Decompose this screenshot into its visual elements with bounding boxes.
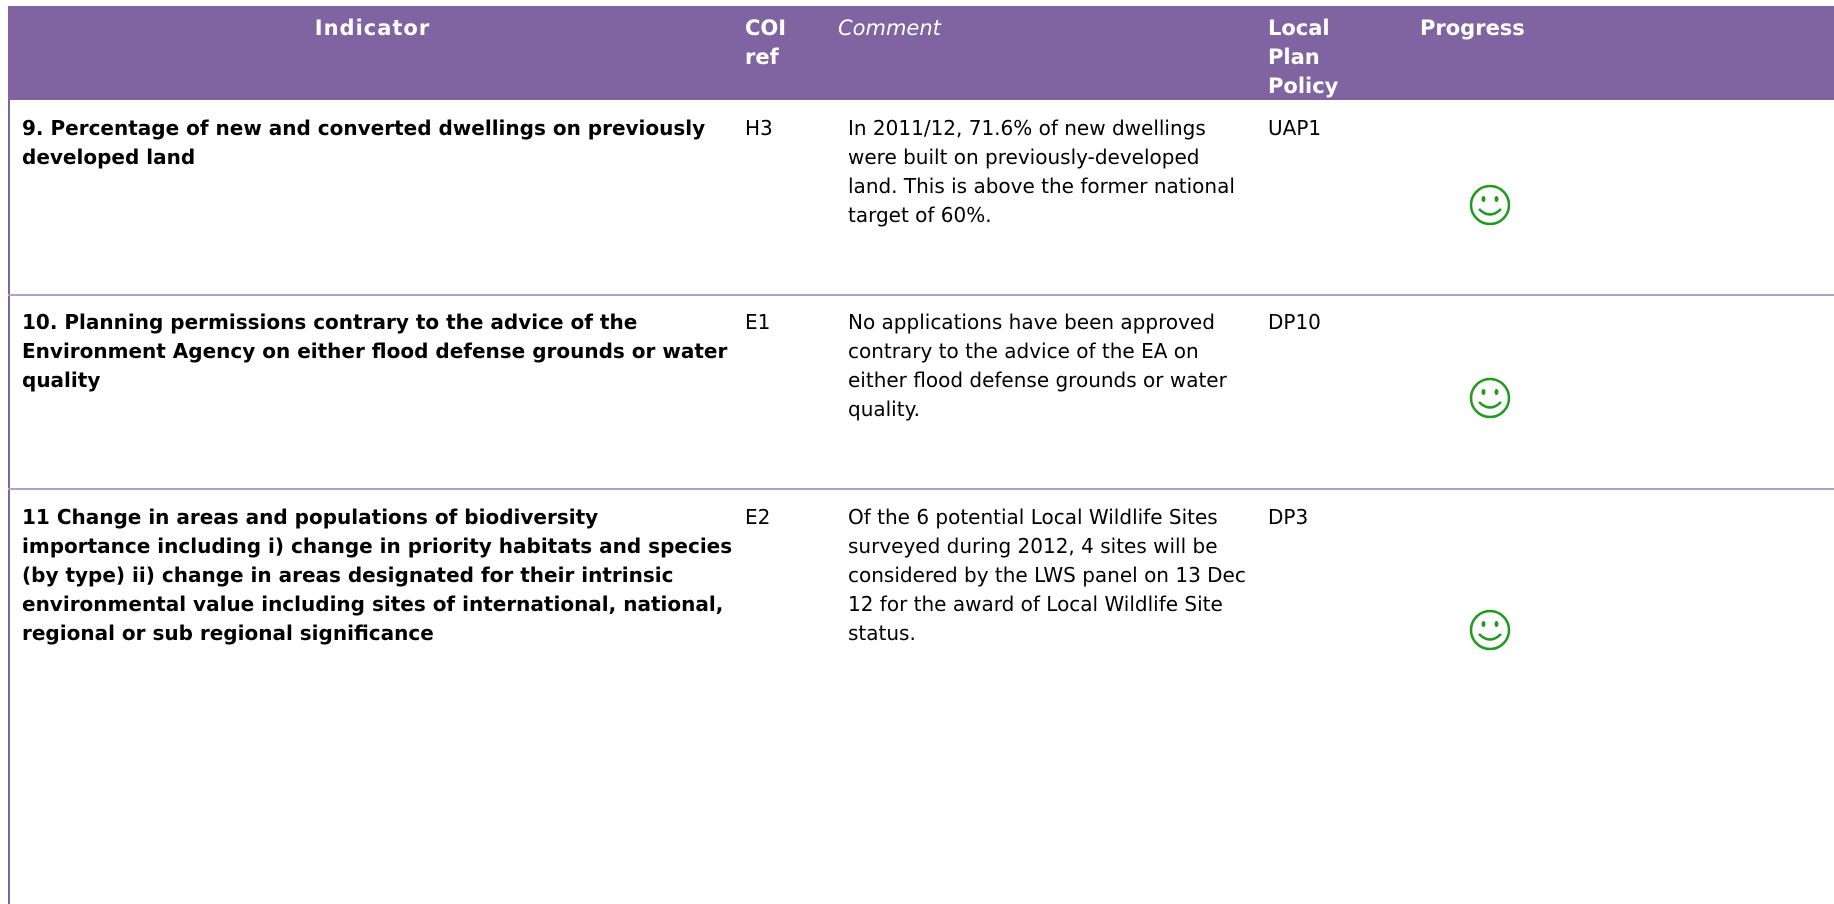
row-separator bbox=[8, 294, 1834, 296]
smiley-icon bbox=[1469, 609, 1511, 651]
header-row bbox=[8, 6, 1834, 100]
smiley-icon bbox=[1469, 377, 1511, 419]
header-cell: Progress bbox=[1420, 16, 1525, 40]
table-cell: 10. Planning permissions contrary to the… bbox=[22, 310, 735, 392]
table-cell: DP3 bbox=[1268, 505, 1309, 529]
table-cell: E2 bbox=[745, 505, 771, 529]
header-cell: Comment bbox=[838, 16, 941, 40]
table-cell: 11 Change in areas and populations of bi… bbox=[22, 505, 740, 645]
header-cell: COI ref bbox=[745, 16, 787, 69]
table-cell: No applications have been approved contr… bbox=[848, 310, 1234, 421]
table-cell: DP10 bbox=[1268, 310, 1321, 334]
left-border bbox=[8, 100, 10, 904]
header-cell: Indicator bbox=[314, 16, 431, 40]
row-separator bbox=[8, 488, 1834, 490]
table-cell: H3 bbox=[745, 116, 773, 140]
table-cell: 9. Percentage of new and converted dwell… bbox=[22, 116, 713, 169]
table-cell: E1 bbox=[745, 310, 771, 334]
header-cell: Local Plan Policy bbox=[1268, 16, 1339, 98]
table-cell: In 2011/12, 71.6% of new dwellings were … bbox=[848, 116, 1242, 227]
table-cell: UAP1 bbox=[1268, 116, 1322, 140]
smiley-icon bbox=[1469, 184, 1511, 226]
table-cell: Of the 6 potential Local Wildlife Sites … bbox=[848, 505, 1253, 645]
